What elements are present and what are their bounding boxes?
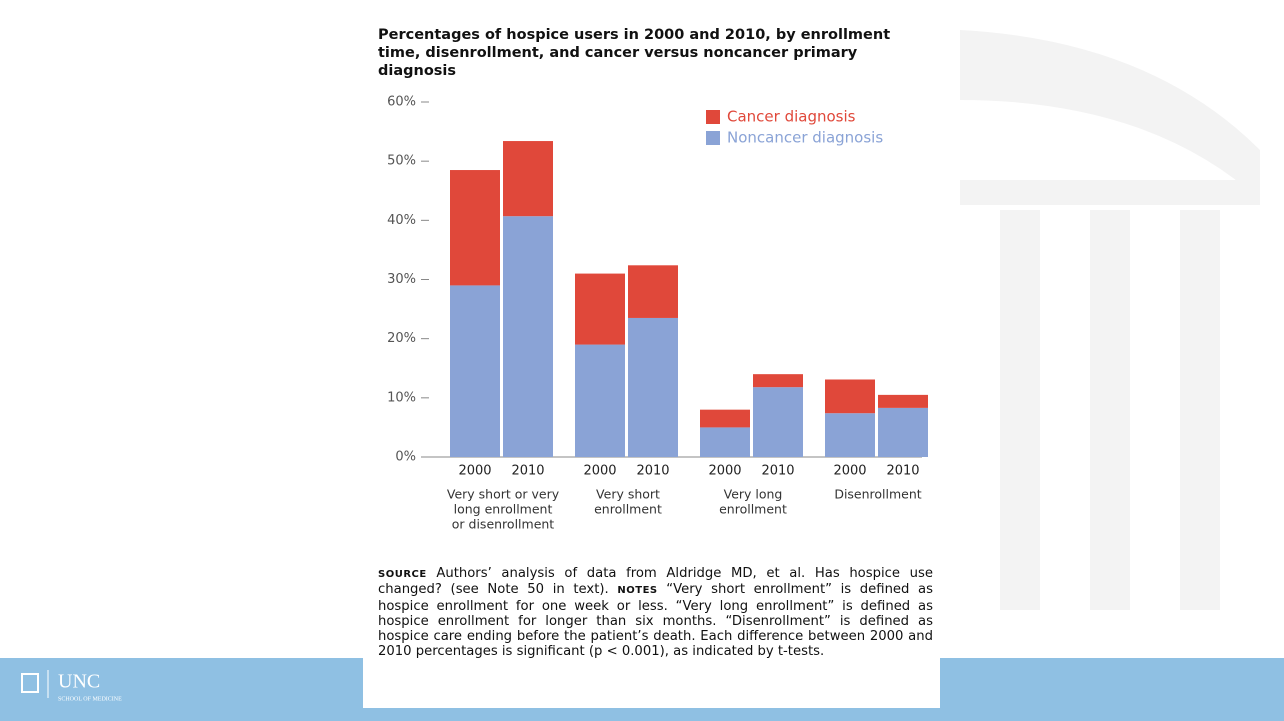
logo-text: UNC <box>58 671 100 693</box>
y-tick-label: 0% <box>395 450 416 465</box>
x-tick-label: 2010 <box>886 464 919 479</box>
notes-label: NOTES <box>617 585 658 597</box>
x-tick-label: 2000 <box>708 464 741 479</box>
x-tick-label: 2000 <box>833 464 866 479</box>
legend-label: Cancer diagnosis <box>727 108 856 126</box>
x-tick-label: 2010 <box>511 464 544 479</box>
bar-segment <box>700 427 750 457</box>
group-label: enrollment <box>719 502 787 517</box>
bar-segment <box>503 216 553 457</box>
bar-segment <box>878 407 928 457</box>
bar-segment <box>753 374 803 388</box>
bar-segment <box>575 344 625 457</box>
group-label: Very short or very <box>447 487 560 502</box>
bar-segment <box>753 387 803 457</box>
group-label: enrollment <box>594 502 662 517</box>
bar-segment <box>878 394 928 408</box>
x-tick-label: 2000 <box>583 464 616 479</box>
group-label: Very long <box>724 487 783 502</box>
group-label: Very short <box>596 487 660 502</box>
group-label: Disenrollment <box>834 487 921 502</box>
y-tick-label: 30% <box>387 272 416 287</box>
watermark <box>960 30 1260 610</box>
y-tick-label: 10% <box>387 390 416 405</box>
source-note: SOURCE Authors’ analysis of data from Al… <box>378 566 933 660</box>
bar-segment <box>450 285 500 457</box>
bar-segment <box>628 317 678 457</box>
logo-subtext: SCHOOL OF MEDICINE <box>58 696 122 702</box>
x-tick-label: 2000 <box>458 464 491 479</box>
x-tick-label: 2010 <box>636 464 669 479</box>
bar-segment <box>825 413 875 457</box>
legend-swatch <box>706 110 720 124</box>
group-label: long enrollment <box>454 502 553 517</box>
bar-segment <box>628 265 678 318</box>
y-tick-label: 20% <box>387 331 416 346</box>
y-tick-label: 60% <box>387 95 416 110</box>
bar-segment <box>503 141 553 217</box>
unc-logo <box>21 670 49 698</box>
notes-text: “Very short enrollment” is defined as ho… <box>378 582 933 660</box>
bar-segment <box>575 273 625 345</box>
bar-segment <box>825 379 875 414</box>
x-tick-label: 2010 <box>761 464 794 479</box>
chart-title: Percentages of hospice users in 2000 and… <box>378 27 891 79</box>
group-label: or disenrollment <box>452 517 555 532</box>
legend-swatch <box>706 131 720 145</box>
source-text: Authors’ analysis of data from Aldridge … <box>378 566 933 598</box>
y-tick-label: 40% <box>387 213 416 228</box>
legend-label: Noncancer diagnosis <box>727 129 883 147</box>
bar-segment <box>450 170 500 286</box>
y-tick-label: 50% <box>387 154 416 169</box>
source-label: SOURCE <box>378 569 427 580</box>
bar-segment <box>700 409 750 428</box>
